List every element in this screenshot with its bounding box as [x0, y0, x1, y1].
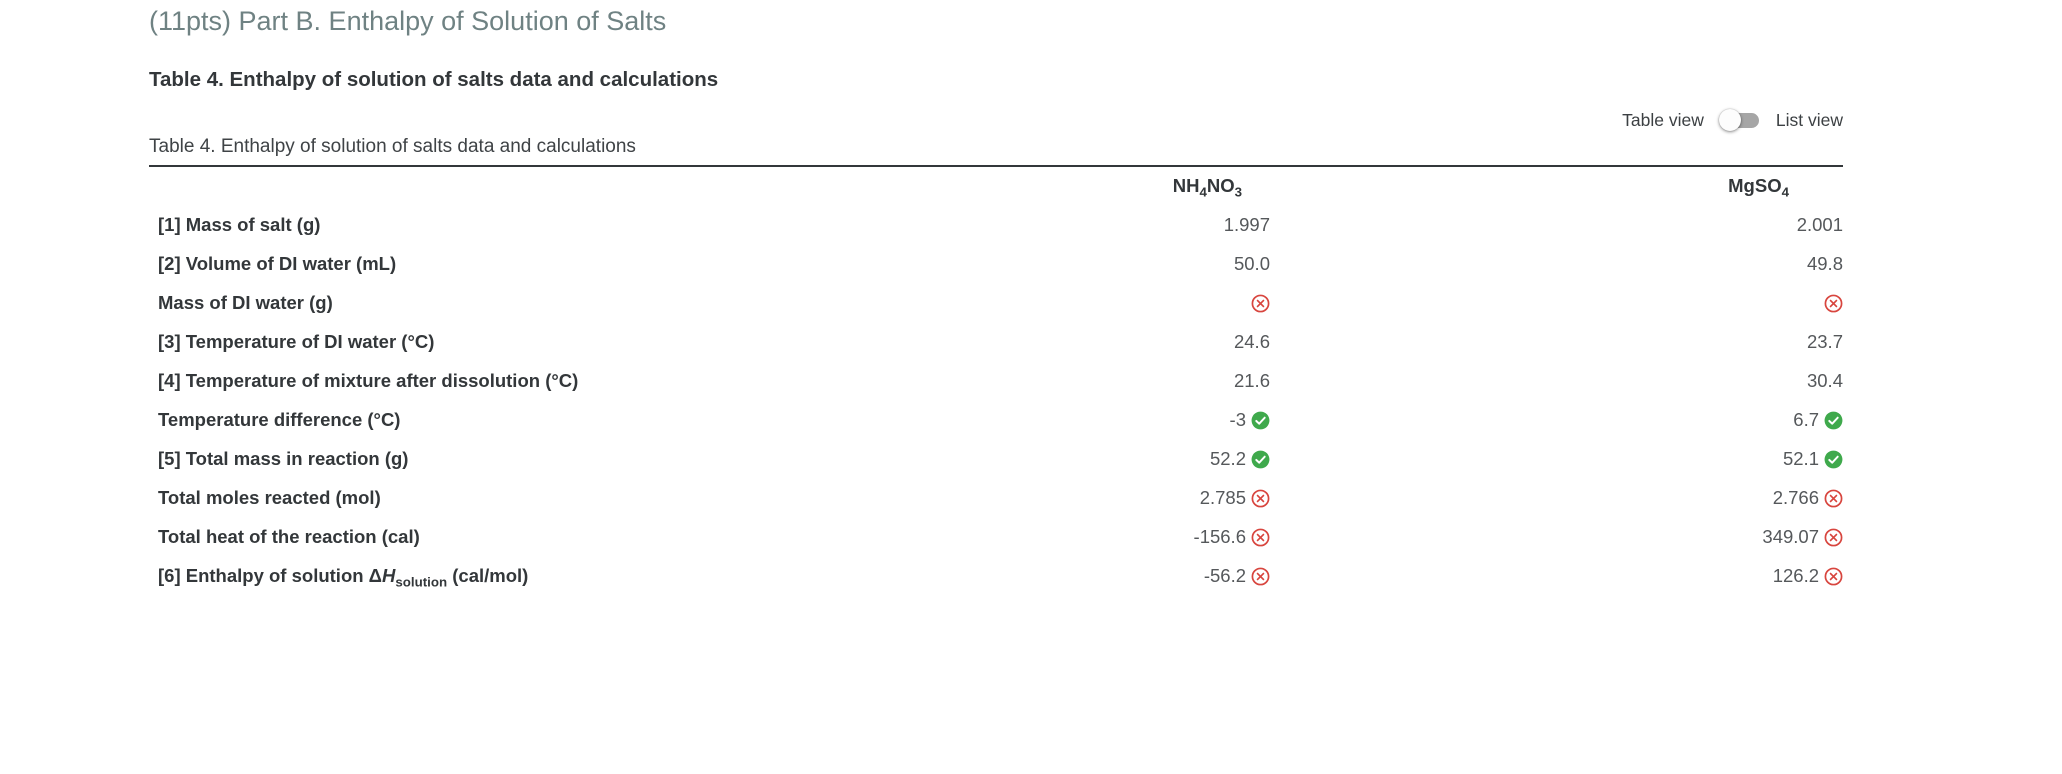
page: (11pts) Part B. Enthalpy of Solution of … [149, 6, 1843, 595]
value-cell-MgSO4 [1270, 283, 1843, 322]
cell-value: 23.7 [1806, 330, 1843, 352]
x-circle-icon [1251, 528, 1270, 546]
cell-value: -156.6 [1193, 525, 1246, 547]
row-label: Total moles reacted (mol) [158, 486, 381, 508]
row-label: Total heat of the reaction (cal) [158, 525, 420, 547]
cell-value: -3 [1229, 408, 1246, 430]
view-toggle-row: Table view List view [149, 107, 1843, 133]
results-table: NH4NO3 MgSO4 [1] Mass of salt (g) 1.997 2.0… [149, 165, 1843, 595]
table-header-row: NH4NO3 MgSO4 [149, 166, 1843, 205]
row-label: [4] Temperature of mixture after dissolu… [158, 369, 579, 391]
value-cell-NH4NO3: -156.6 [750, 517, 1270, 556]
cell-value: 1.997 [1223, 213, 1270, 235]
cell-value: 21.6 [1233, 369, 1270, 391]
x-circle-icon [1251, 489, 1270, 507]
x-circle-icon [1824, 294, 1843, 312]
cell-value: 30.4 [1806, 369, 1843, 391]
value-cell-MgSO4: 6.7 [1270, 400, 1843, 439]
value-cell-NH4NO3: 1.997 [750, 205, 1270, 244]
x-circle-icon [1251, 294, 1270, 312]
section-heading: Table 4. Enthalpy of solution of salts d… [149, 68, 719, 91]
value-cell-MgSO4: 49.8 [1270, 244, 1843, 283]
table-row: [3] Temperature of DI water (°C) 24.6 23.7 [149, 322, 1843, 361]
row-label: Mass of DI water (g) [158, 291, 333, 313]
cell-value: 6.7 [1793, 408, 1819, 430]
cell-value: 2.785 [1199, 486, 1246, 508]
row-label: [2] Volume of DI water (mL) [158, 252, 397, 274]
table-row: Mass of DI water (g) [149, 283, 1843, 322]
value-cell-NH4NO3: 21.6 [750, 361, 1270, 400]
value-cell-NH4NO3: 50.0 [750, 244, 1270, 283]
x-circle-icon [1251, 567, 1270, 585]
table-view-label: Table view [1622, 109, 1704, 130]
value-cell-NH4NO3: -3 [750, 400, 1270, 439]
check-circle-icon [1824, 411, 1843, 429]
value-cell-NH4NO3: 24.6 [750, 322, 1270, 361]
table-row: [2] Volume of DI water (mL) 50.0 49.8 [149, 244, 1843, 283]
cell-value: -56.2 [1203, 564, 1246, 586]
cell-value: 349.07 [1762, 525, 1819, 547]
value-cell-MgSO4: 23.7 [1270, 322, 1843, 361]
row-label: [3] Temperature of DI water (°C) [158, 330, 435, 352]
cell-value: 2.766 [1772, 486, 1819, 508]
value-cell-MgSO4: 126.2 [1270, 556, 1843, 595]
x-circle-icon [1824, 528, 1843, 546]
column-header-NH4NO3: NH4NO3 [1172, 175, 1242, 200]
cell-value: 24.6 [1233, 330, 1270, 352]
value-cell-NH4NO3: -56.2 [750, 556, 1270, 595]
value-cell-NH4NO3: 52.2 [750, 439, 1270, 478]
cell-value: 52.2 [1209, 447, 1246, 469]
cell-value: 126.2 [1772, 564, 1819, 586]
column-header-MgSO4: MgSO4 [1728, 175, 1789, 200]
switch-knob-icon [1718, 109, 1741, 131]
value-cell-MgSO4: 349.07 [1270, 517, 1843, 556]
row-label: [1] Mass of salt (g) [158, 213, 321, 235]
table-row: [6] Enthalpy of solution ΔHsolution (cal… [149, 556, 1843, 595]
value-cell-MgSO4: 2.766 [1270, 478, 1843, 517]
cell-value: 49.8 [1806, 252, 1843, 274]
check-circle-icon [1824, 450, 1843, 468]
table-row: Total heat of the reaction (cal) -156.6 34… [149, 517, 1843, 556]
table-row: Temperature difference (°C) -3 6.7 [149, 400, 1843, 439]
table-body: [1] Mass of salt (g) 1.997 2.001 [2] Volume… [149, 205, 1843, 595]
page-title: (11pts) Part B. Enthalpy of Solution of … [149, 6, 667, 36]
value-cell-NH4NO3: 2.785 [750, 478, 1270, 517]
table-row: [4] Temperature of mixture after dissolu… [149, 361, 1843, 400]
cell-value: 50.0 [1233, 252, 1270, 274]
table-row: [5] Total mass in reaction (g) 52.2 52.1 [149, 439, 1843, 478]
row-label-column-header [149, 166, 750, 205]
table-row: [1] Mass of salt (g) 1.997 2.001 [149, 205, 1843, 244]
x-circle-icon [1824, 567, 1843, 585]
list-view-label: List view [1775, 109, 1843, 130]
row-label: [5] Total mass in reaction (g) [158, 447, 409, 469]
value-cell-NH4NO3 [750, 283, 1270, 322]
row-label: [6] Enthalpy of solution ΔHsolution (cal… [158, 564, 529, 590]
cell-value: 52.1 [1782, 447, 1819, 469]
cell-value: 2.001 [1796, 213, 1843, 235]
check-circle-icon [1251, 411, 1270, 429]
view-toggle-switch[interactable] [1718, 109, 1759, 131]
value-cell-MgSO4: 2.001 [1270, 205, 1843, 244]
row-label: Temperature difference (°C) [158, 408, 401, 430]
table-row: Total moles reacted (mol) 2.785 2.766 [149, 478, 1843, 517]
value-cell-MgSO4: 52.1 [1270, 439, 1843, 478]
check-circle-icon [1251, 450, 1270, 468]
value-cell-MgSO4: 30.4 [1270, 361, 1843, 400]
table-caption: Table 4. Enthalpy of solution of salts d… [149, 136, 636, 157]
x-circle-icon [1824, 489, 1843, 507]
